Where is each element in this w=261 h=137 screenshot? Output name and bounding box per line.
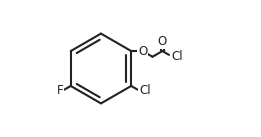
Text: F: F: [57, 84, 63, 97]
Text: Cl: Cl: [139, 84, 151, 97]
Text: O: O: [158, 35, 167, 48]
Text: Cl: Cl: [171, 50, 183, 63]
Text: O: O: [138, 45, 147, 58]
